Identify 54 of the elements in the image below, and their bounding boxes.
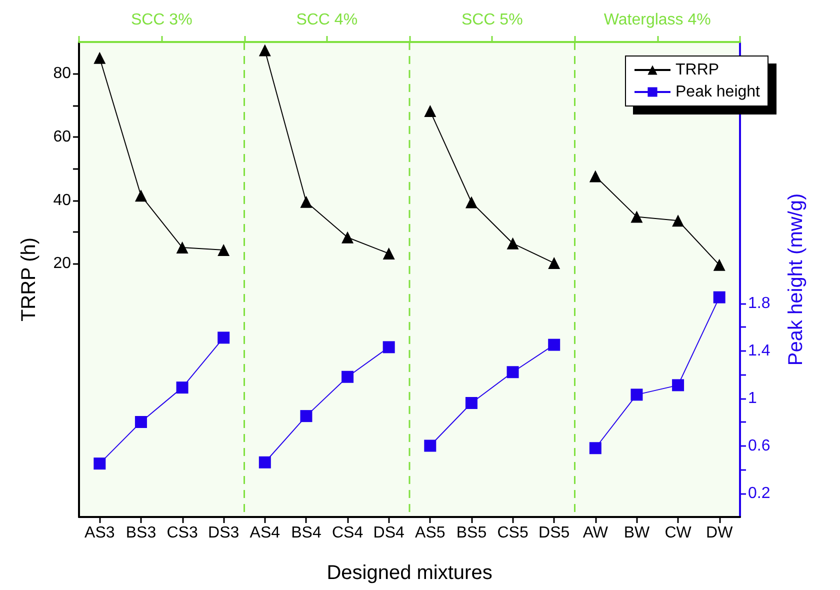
x-tick-label: BS5 (456, 524, 487, 542)
point (713, 291, 726, 304)
point (589, 442, 602, 454)
x-tick-label: DS5 (538, 524, 570, 542)
x-tick-label: DS4 (373, 524, 405, 542)
point (342, 231, 354, 244)
x-tick-label: DW (706, 524, 734, 542)
x-tick-label: AS4 (250, 524, 280, 542)
y2-tick-label: 1 (748, 390, 757, 407)
point (134, 416, 147, 428)
y2-axis-title: Peak height (mw/g) (785, 193, 807, 366)
point (218, 244, 230, 256)
x-tick-label: AS3 (84, 524, 115, 542)
band-label: Waterglass 4% (604, 12, 711, 28)
legend-label: TRRP (675, 62, 720, 78)
x-tick-label: AS5 (415, 524, 446, 542)
y2-tick-label: 1.8 (748, 294, 770, 312)
point (589, 170, 602, 182)
point (672, 379, 684, 392)
x-tick-label: BW (624, 524, 650, 542)
x-tick-label: BS3 (126, 524, 156, 542)
point (218, 332, 230, 344)
y2-tick-label: 1.4 (748, 342, 770, 360)
point (672, 214, 684, 227)
x-tick-label: CS4 (332, 524, 364, 542)
point (176, 382, 188, 394)
point (630, 210, 643, 223)
band-label: SCC 4% (296, 12, 358, 28)
point (134, 190, 147, 202)
x-tick-label: BS4 (291, 524, 322, 542)
point (713, 258, 726, 271)
x-tick-label: CS5 (497, 524, 528, 542)
point (94, 52, 106, 64)
y-tick-label: 20 (53, 255, 72, 272)
x-axis-title: Designed mixtures (326, 562, 492, 584)
x-tick-label: DS3 (208, 524, 240, 542)
x-tick-label: AW (582, 524, 609, 542)
y-tick-label: 80 (53, 65, 72, 82)
x-tick-label: CS3 (166, 524, 198, 542)
x-tick-label: CW (664, 524, 692, 542)
band-label: SCC 3% (130, 12, 192, 28)
legend-label: Peak height (675, 84, 761, 100)
point (300, 196, 312, 208)
point (382, 248, 395, 260)
band-label: SCC 5% (461, 12, 523, 28)
y2-tick-label: 0.2 (748, 484, 770, 502)
y-tick-label: 40 (53, 192, 72, 209)
y2-tick-label: 0.6 (748, 437, 770, 454)
point (176, 242, 188, 254)
y-tick-label: 60 (53, 128, 72, 146)
point (258, 44, 271, 56)
point (94, 458, 106, 470)
y-axis-title: TRRP (h) (18, 237, 40, 322)
point (630, 388, 643, 401)
